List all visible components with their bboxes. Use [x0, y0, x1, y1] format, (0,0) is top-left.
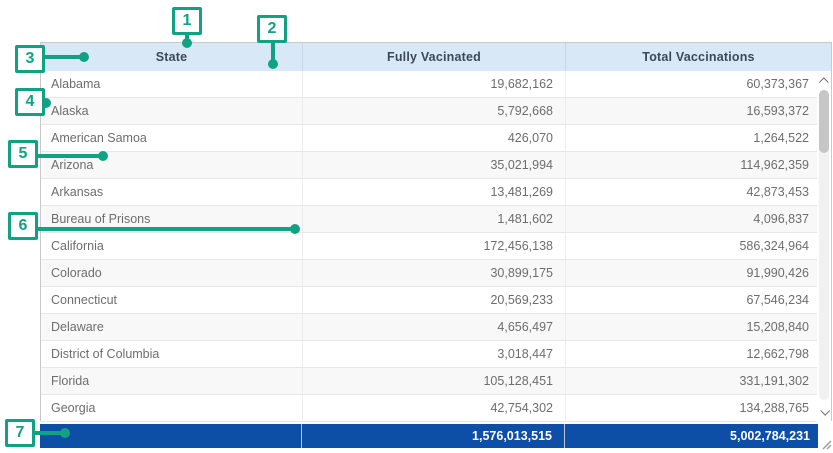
chevron-up-icon — [818, 76, 829, 87]
callout-6: 6 — [8, 212, 38, 240]
table-row[interactable]: American Samoa 426,070 1,264,522 — [41, 125, 817, 152]
cell-fully-vaccinated: 19,682,162 — [303, 71, 566, 97]
callout-2-connector — [271, 43, 275, 61]
callout-2: 2 — [257, 15, 287, 43]
cell-total-vaccinations: 134,288,765 — [739, 401, 809, 415]
cell-fully-vaccinated: 5,792,668 — [303, 98, 566, 124]
callout-7-connector — [35, 431, 63, 435]
callout-1-dot — [182, 38, 192, 48]
table-row[interactable]: California 172,456,138 586,324,964 — [41, 233, 817, 260]
callout-5: 5 — [8, 140, 38, 168]
chevron-down-icon — [819, 405, 830, 416]
callout-6-connector — [38, 227, 294, 231]
resize-grip-icon[interactable] — [819, 437, 832, 450]
table-row[interactable]: Florida 105,128,451 331,191,302 — [41, 368, 817, 395]
scrollbar-thumb[interactable] — [819, 90, 829, 153]
cell-total-vaccinations: 16,593,372 — [746, 104, 809, 118]
cell-state: Florida — [41, 368, 303, 394]
callout-4: 4 — [15, 88, 45, 116]
cell-total-vaccinations: 15,208,840 — [746, 320, 809, 334]
cell-fully-vaccinated: 30,899,175 — [303, 260, 566, 286]
scrollbar-track[interactable] — [819, 90, 829, 400]
cell-total-vaccinations: 42,873,453 — [746, 185, 809, 199]
table-row[interactable]: District of Columbia 3,018,447 12,662,798 — [41, 341, 817, 368]
cell-fully-vaccinated: 1,481,602 — [303, 206, 566, 232]
data-table: State Fully Vacinated Total Vaccinations… — [40, 42, 832, 422]
cell-total-vaccinations: 67,546,234 — [746, 293, 809, 307]
cell-state: Connecticut — [41, 287, 303, 313]
table-row[interactable]: Arizona 35,021,994 114,962,359 — [41, 152, 817, 179]
cell-fully-vaccinated: 4,656,497 — [303, 314, 566, 340]
column-header-total-vaccinations[interactable]: Total Vaccinations — [642, 50, 755, 64]
table-body: Alabama 19,682,162 60,373,367 Alaska 5,792,6… — [41, 71, 817, 422]
cell-fully-vaccinated: 42,754,302 — [303, 395, 566, 421]
cell-total-vaccinations: 60,373,367 — [746, 77, 809, 91]
scroll-down-button[interactable] — [817, 403, 831, 419]
callout-7-dot — [60, 428, 70, 438]
cell-state: Colorado — [41, 260, 303, 286]
cell-state: Delaware — [41, 314, 303, 340]
callout-3-connector — [45, 55, 83, 59]
callout-5-dot — [98, 151, 108, 161]
callout-3: 3 — [15, 45, 45, 73]
table-row[interactable]: Alabama 19,682,162 60,373,367 — [41, 71, 817, 98]
total-cell-fully-vaccinated: 1,576,013,515 — [302, 424, 565, 448]
cell-state: California — [41, 233, 303, 259]
table-row[interactable]: Arkansas 13,481,269 42,873,453 — [41, 179, 817, 206]
cell-fully-vaccinated: 35,021,994 — [303, 152, 566, 178]
cell-fully-vaccinated: 105,128,451 — [303, 368, 566, 394]
table-row[interactable]: Alaska 5,792,668 16,593,372 — [41, 98, 817, 125]
table-row[interactable]: Bureau of Prisons 1,481,602 4,096,837 — [41, 206, 817, 233]
cell-state: District of Columbia — [41, 341, 303, 367]
cell-total-vaccinations: 1,264,522 — [753, 131, 809, 145]
column-header-fully-vaccinated[interactable]: Fully Vacinated — [303, 43, 566, 71]
cell-total-vaccinations: 586,324,964 — [739, 239, 809, 253]
callout-7: 7 — [5, 419, 35, 447]
cell-state: Arkansas — [41, 179, 303, 205]
cell-state: Arizona — [41, 152, 303, 178]
callout-6-dot — [290, 224, 300, 234]
callout-1: 1 — [172, 7, 202, 35]
scroll-up-button[interactable] — [817, 73, 831, 89]
cell-total-vaccinations: 4,096,837 — [753, 212, 809, 226]
cell-state: Alabama — [41, 71, 303, 97]
cell-fully-vaccinated: 172,456,138 — [303, 233, 566, 259]
table-row[interactable]: Connecticut 20,569,233 67,546,234 — [41, 287, 817, 314]
cell-state: Georgia — [41, 395, 303, 421]
table-row[interactable]: Colorado 30,899,175 91,990,426 — [41, 260, 817, 287]
vertical-scrollbar[interactable] — [817, 71, 831, 421]
cell-state: Alaska — [41, 98, 303, 124]
total-cell-total-vaccinations: 5,002,784,231 — [565, 424, 818, 448]
column-header-state[interactable]: State — [41, 43, 303, 71]
table-row[interactable]: Georgia 42,754,302 134,288,765 — [41, 395, 817, 422]
callout-4-dot — [41, 98, 51, 108]
callout-3-dot — [79, 52, 89, 62]
cell-total-vaccinations: 331,191,302 — [739, 374, 809, 388]
cell-state: American Samoa — [41, 125, 303, 151]
cell-fully-vaccinated: 20,569,233 — [303, 287, 566, 313]
cell-fully-vaccinated: 13,481,269 — [303, 179, 566, 205]
cell-state: Bureau of Prisons — [41, 206, 303, 232]
cell-total-vaccinations: 91,990,426 — [746, 266, 809, 280]
total-cell-state — [40, 424, 302, 448]
callout-2-dot — [268, 59, 278, 69]
table-header-row: State Fully Vacinated Total Vaccinations — [41, 43, 831, 71]
cell-fully-vaccinated: 3,018,447 — [303, 341, 566, 367]
table-row[interactable]: Delaware 4,656,497 15,208,840 — [41, 314, 817, 341]
cell-total-vaccinations: 114,962,359 — [740, 158, 809, 172]
callout-5-connector — [38, 154, 102, 158]
cell-total-vaccinations: 12,662,798 — [746, 347, 809, 361]
cell-fully-vaccinated: 426,070 — [303, 125, 566, 151]
table-totals-row: 1,576,013,515 5,002,784,231 — [40, 424, 818, 448]
